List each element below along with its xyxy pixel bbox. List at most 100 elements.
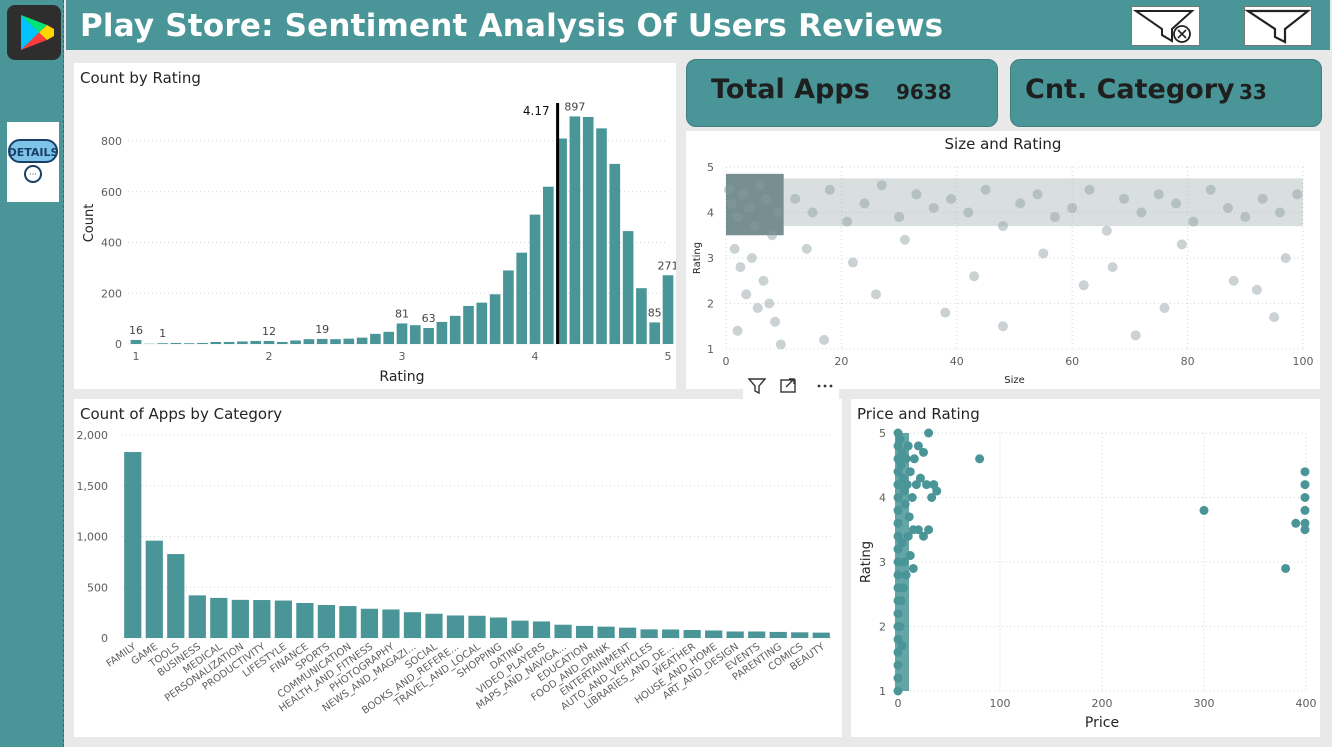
rating-bar [463, 305, 474, 344]
category-bar [575, 625, 594, 638]
scatter-point [893, 480, 903, 490]
focus-mode-icon[interactable] [780, 378, 796, 393]
scatter-point [915, 473, 925, 483]
scatter-point [927, 493, 937, 502]
rating-bar [556, 138, 567, 344]
scatter-point [1153, 189, 1164, 200]
category-bar [145, 540, 163, 638]
scatter-point [1240, 212, 1251, 223]
scatter-point [924, 525, 934, 535]
scatter-point [1084, 184, 1095, 195]
category-bar [554, 624, 572, 638]
x-tick-label: 3 [399, 350, 406, 363]
category-bar [511, 620, 529, 638]
clear-filters-button[interactable] [1131, 6, 1200, 46]
category-bar [748, 631, 766, 638]
rating-bar [596, 128, 607, 344]
rating-bar [316, 338, 328, 344]
x-tick-label: 0 [895, 697, 902, 710]
category-bar [425, 613, 443, 638]
filter-icon[interactable] [747, 378, 767, 395]
scatter-point [893, 647, 903, 657]
scatter-point [741, 289, 752, 300]
scatter-point [735, 262, 746, 273]
rating-bar [582, 116, 594, 344]
scatter-point [895, 434, 905, 444]
scatter-point [908, 563, 918, 573]
x-tick-label: 1 [133, 350, 140, 363]
y-tick-label: 5 [879, 427, 886, 440]
rating-bar [529, 214, 541, 344]
category-chart-title: Count of Apps by Category [80, 405, 283, 423]
scatter-point [975, 454, 985, 464]
x-axis-title: Rating [379, 369, 424, 385]
details-button[interactable]: DETAILS ··· [7, 122, 59, 202]
rating-bar [290, 340, 301, 344]
category-bar [188, 595, 206, 638]
category-bar [769, 631, 787, 638]
category-bar [167, 554, 185, 638]
x-axis-title: Size [1004, 375, 1025, 386]
scatter-point [997, 321, 1008, 332]
scatter-point [1101, 225, 1112, 236]
category-bar [360, 608, 379, 638]
scatter-point [909, 454, 919, 464]
data-label: 897 [564, 100, 585, 113]
y-tick-label: 1 [707, 343, 714, 356]
rating-bar [476, 302, 488, 344]
scatter-point [903, 531, 913, 541]
rating-bar [489, 294, 501, 344]
rating-bar [503, 270, 514, 344]
y-tick-label: 3 [707, 252, 714, 265]
scatter-point [1291, 518, 1301, 528]
rating-bar [662, 275, 674, 344]
category-bar [683, 629, 701, 638]
size-and-rating-chart: Size and Rating 1 2 3 4 5 0 20 40 60 80 100 Size Rati… [692, 135, 1314, 386]
scatter-point [859, 198, 870, 209]
count-of-apps-by-category-visual[interactable]: Count of Apps by Category 0 500 1,000 1,500… [74, 399, 842, 737]
scatter-point [1269, 312, 1280, 323]
filter-pane-button[interactable] [1244, 6, 1312, 46]
scatter-point [1251, 284, 1262, 295]
y-tick-label: 2 [879, 621, 886, 634]
scatter-point [824, 184, 835, 195]
more-options-icon[interactable] [817, 384, 833, 388]
price-and-rating-visual[interactable]: Price and Rating 1 2 3 4 5 0 100 200 300 400 Price… [851, 399, 1320, 737]
rating-bar [210, 341, 222, 344]
scatter-point [775, 339, 786, 350]
scatter-point [1280, 253, 1291, 263]
scatter-point [901, 454, 911, 464]
play-store-icon[interactable] [7, 5, 61, 60]
y-tick-label: 2 [707, 298, 714, 311]
category-count-card: Cnt. Category 33 [1010, 59, 1322, 127]
scatter-point [1159, 303, 1170, 314]
rating-bar [183, 343, 195, 344]
scatter-point [898, 583, 908, 593]
scatter-point [1300, 525, 1310, 535]
size-and-rating-visual[interactable]: Size and Rating 1 2 3 4 5 0 20 40 60 80 100 Size Rati… [686, 131, 1320, 389]
rating-bar [423, 328, 434, 344]
category-bar [124, 452, 142, 638]
scatter-point [738, 189, 749, 200]
count-by-rating-visual[interactable]: Count by Rating 0 200 400 600 800 1 2 3 4 5 16 1 12 1… [74, 63, 676, 389]
y-tick-label: 1 [879, 685, 886, 698]
scatter-point [764, 298, 775, 309]
rating-bar [370, 333, 381, 344]
y-tick-label: 1,000 [77, 531, 109, 544]
category-bar [339, 606, 357, 638]
scatter-point [1130, 330, 1141, 341]
total-apps-value: 9638 [896, 80, 952, 104]
scatter-point [903, 441, 913, 451]
scatter-point [1274, 207, 1285, 218]
category-bar [210, 597, 228, 638]
page-title: Play Store: Sentiment Analysis Of Users … [80, 8, 944, 44]
scatter-point [770, 316, 781, 327]
y-tick-label: 5 [707, 161, 714, 174]
rating-bar [343, 338, 355, 344]
scatter-point [940, 307, 951, 318]
scatter-point [744, 202, 755, 213]
category-bar [382, 609, 400, 638]
scatter-point [1188, 216, 1199, 227]
scatter-point [1107, 262, 1118, 273]
rating-bar [130, 339, 142, 344]
